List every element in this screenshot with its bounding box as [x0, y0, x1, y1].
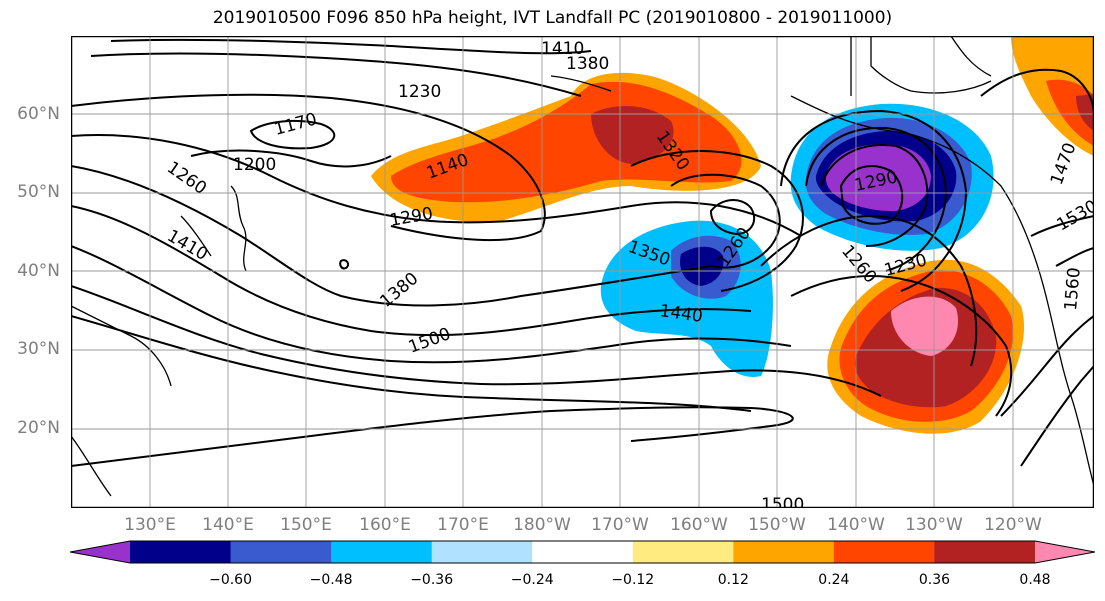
- positive-anomaly-north: [371, 72, 761, 222]
- map-gridlines: [71, 36, 1094, 508]
- colorbar-segment: [230, 541, 332, 563]
- lat-label-20n: 20°N: [17, 418, 60, 438]
- colorbar-segment: [431, 541, 533, 563]
- colorbar-tick-label: 0.36: [918, 572, 951, 588]
- colorbar-segment: [331, 541, 433, 563]
- lat-label-40n: 40°N: [17, 261, 60, 281]
- colorbar-tick-label: −0.48: [309, 572, 353, 588]
- lon-label: 170°W: [591, 515, 649, 535]
- lon-label: 180°W: [513, 515, 571, 535]
- contour-label: 1500: [761, 495, 804, 508]
- lon-label: 130°W: [905, 515, 963, 535]
- colorbar-segment: [833, 541, 935, 563]
- lat-label-50n: 50°N: [17, 182, 60, 202]
- contour-label: 1410: [164, 226, 211, 265]
- colorbar-segment: [632, 541, 734, 563]
- negative-anomaly-central: [600, 220, 773, 377]
- lat-label-60n: 60°N: [17, 104, 60, 124]
- map-frame: [71, 36, 1094, 508]
- lon-label: 140°W: [827, 515, 885, 535]
- lon-label: 150°W: [748, 515, 806, 535]
- contour-label: 1560: [1061, 267, 1085, 312]
- colorbar-segment: [733, 541, 835, 563]
- colorbar-outline: [70, 540, 1095, 564]
- colorbar-segment: [70, 541, 130, 563]
- contour-label: 1230: [398, 82, 441, 102]
- contour-label: 1200: [233, 155, 276, 175]
- contour-label: 1500: [406, 324, 453, 358]
- lon-label: 170°E: [437, 515, 489, 535]
- lon-label: 160°W: [670, 515, 728, 535]
- coastlines: [71, 36, 1094, 497]
- contour-label: 1530: [1054, 196, 1095, 235]
- contour-label: 1290: [388, 204, 434, 231]
- map-plot: 1410 1380 1230 1170 1200 1140 1260 1410 …: [71, 36, 1094, 508]
- lon-label: 150°E: [280, 515, 332, 535]
- colorbar-tick-label: 0.12: [717, 572, 749, 588]
- colorbar-segment: [130, 541, 232, 563]
- contour-label: 1380: [566, 54, 609, 74]
- lon-label: 160°E: [359, 515, 411, 535]
- lon-label: 130°E: [124, 515, 176, 535]
- colorbar-tick-label: −0.60: [209, 572, 252, 588]
- positive-anomaly-northeast: [1011, 36, 1094, 156]
- lon-label: 140°E: [202, 515, 254, 535]
- colorbar-segment: [532, 541, 634, 563]
- colorbar-segment: [934, 541, 1036, 563]
- colorbar-tick-label: −0.12: [611, 572, 655, 588]
- colorbar: [70, 540, 1095, 564]
- colorbar-tick-label: −0.36: [410, 572, 454, 588]
- colorbar-tick-label: −0.24: [510, 572, 554, 588]
- contour-label: 1260: [837, 241, 880, 287]
- contour-label: 1470: [1047, 140, 1081, 187]
- lat-label-30n: 30°N: [17, 339, 60, 359]
- colorbar-tick-label: 0.24: [818, 572, 850, 588]
- chart-title: 2019010500 F096 850 hPa height, IVT Land…: [212, 8, 893, 28]
- lon-label: 120°W: [984, 515, 1042, 535]
- height-contours: [71, 38, 1094, 467]
- colorbar-tick-label: 0.60: [1101, 572, 1105, 588]
- contour-label: 1410: [541, 39, 584, 59]
- colorbar-segment: [1035, 541, 1095, 563]
- positive-anomaly-south: [827, 259, 1025, 434]
- colorbar-tick-label: 0.48: [1019, 572, 1051, 588]
